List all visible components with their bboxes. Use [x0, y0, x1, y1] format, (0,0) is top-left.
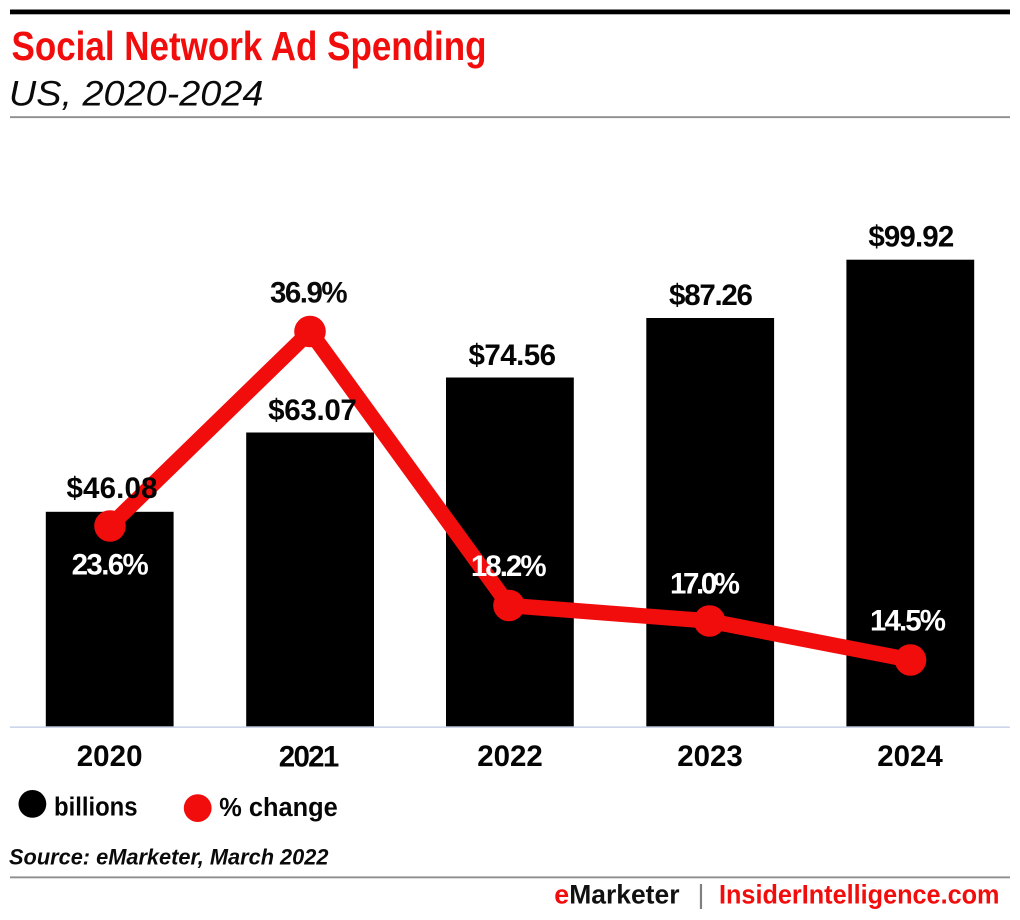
svg-text:2024: 2024: [877, 740, 943, 773]
svg-text:2023: 2023: [677, 740, 743, 773]
svg-text:e: e: [554, 880, 569, 910]
svg-text:14.5%: 14.5%: [870, 605, 946, 638]
svg-text:2021: 2021: [279, 740, 340, 773]
svg-text:InsiderIntelligence.com: InsiderIntelligence.com: [719, 880, 1000, 910]
svg-text:$74.56: $74.56: [469, 339, 557, 372]
svg-text:$99.92: $99.92: [868, 220, 954, 253]
svg-text:US, 2020-2024: US, 2020-2024: [9, 74, 264, 113]
svg-text:% change: % change: [219, 794, 337, 822]
svg-text:2020: 2020: [77, 740, 143, 773]
svg-text:$46.08: $46.08: [67, 472, 158, 505]
svg-text:Social Network Ad Spending: Social Network Ad Spending: [12, 23, 487, 69]
svg-text:2022: 2022: [477, 740, 543, 773]
svg-text:$87.26: $87.26: [669, 279, 753, 312]
svg-text:Marketer: Marketer: [569, 880, 680, 910]
svg-text:billions: billions: [54, 794, 138, 822]
svg-text:Source: eMarketer, March 2022: Source: eMarketer, March 2022: [9, 844, 329, 869]
svg-text:18.2%: 18.2%: [471, 550, 547, 583]
svg-text:|: |: [698, 880, 705, 910]
svg-text:23.6%: 23.6%: [72, 549, 149, 582]
svg-text:36.9%: 36.9%: [270, 277, 348, 310]
svg-text:17.0%: 17.0%: [670, 568, 740, 601]
svg-text:$63.07: $63.07: [268, 394, 357, 427]
